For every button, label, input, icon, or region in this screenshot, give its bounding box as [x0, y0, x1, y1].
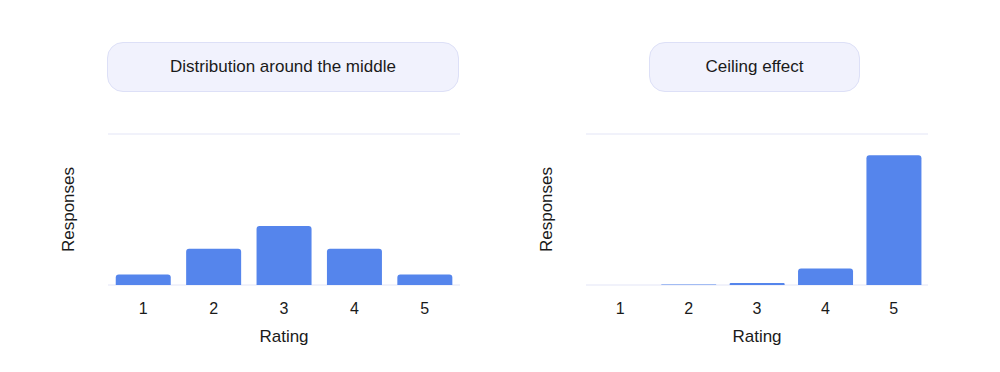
svg-text:Rating: Rating — [732, 327, 781, 346]
svg-text:1: 1 — [139, 300, 148, 317]
svg-text:3: 3 — [280, 300, 289, 317]
html-text:Ceiling effect: Ceiling effect — [705, 57, 804, 76]
svg-text:Responses: Responses — [538, 167, 556, 252]
svg-text:1: 1 — [616, 300, 625, 317]
svg-text:5: 5 — [420, 300, 429, 317]
svg-text:2: 2 — [684, 300, 693, 317]
svg-text:3: 3 — [753, 300, 762, 317]
svg-text:4: 4 — [821, 300, 830, 317]
svg-text:5: 5 — [889, 300, 898, 317]
svg-text:4: 4 — [350, 300, 359, 317]
svg-text:Responses: Responses — [60, 167, 78, 252]
svg-text:2: 2 — [209, 300, 218, 317]
svg-text:Rating: Rating — [259, 327, 308, 346]
html-text:Distribution around the middle: Distribution around the middle — [170, 57, 396, 76]
